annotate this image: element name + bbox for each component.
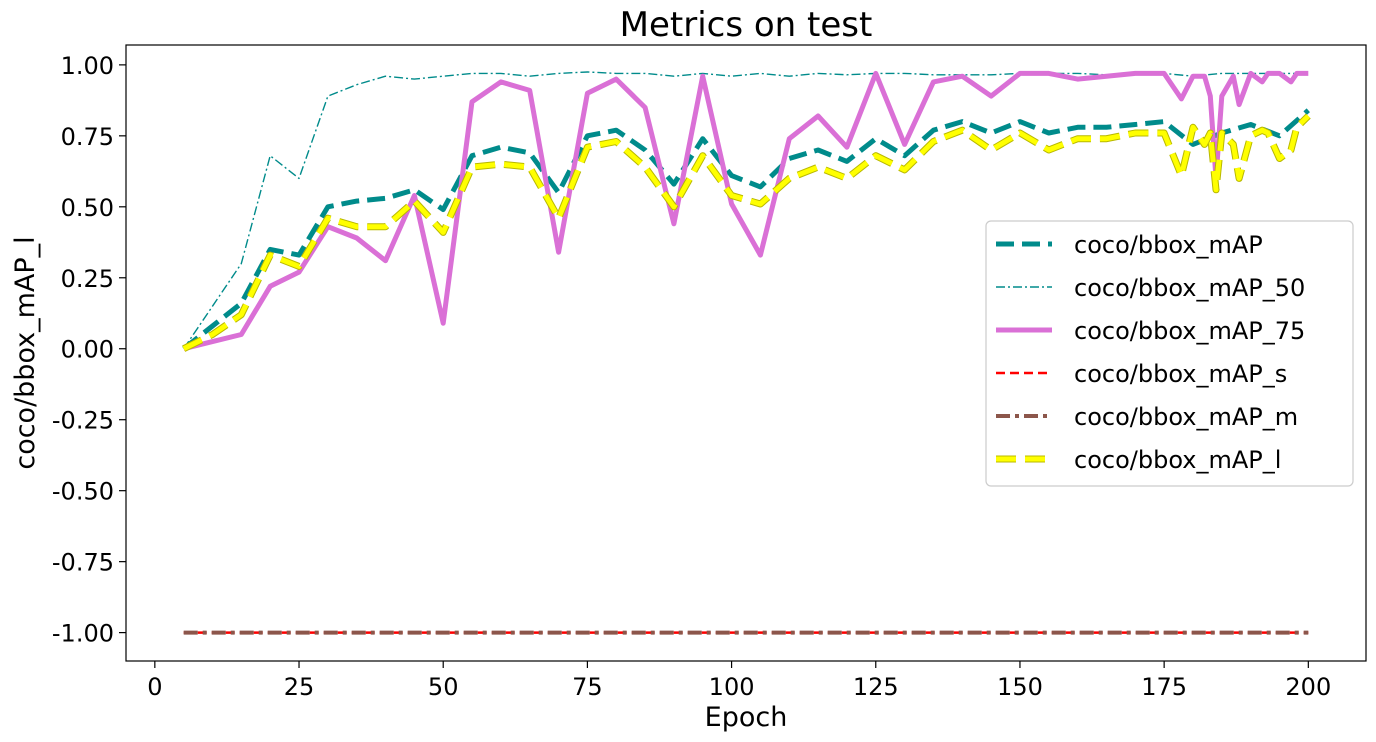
x-tick-label: 175 — [1141, 673, 1187, 701]
ticks: 0 25 50 75 100 125 150 175 200 1.00 0.75 0.50 0.25 0.… — [52, 52, 1331, 701]
x-axis-label: Epoch — [705, 702, 788, 733]
y-tick-label: -0.75 — [52, 549, 114, 577]
series-layer — [182, 70, 1311, 635]
y-tick-label: -0.25 — [52, 407, 114, 435]
x-tick-label: 150 — [997, 673, 1043, 701]
y-tick-label: -0.50 — [52, 478, 114, 506]
series-line-coco-bbox-map — [182, 108, 1310, 351]
x-tick-label: 25 — [284, 673, 315, 701]
legend-label: coco/bbox_mAP_l — [1074, 446, 1281, 474]
series-line-coco-bbox-map-75 — [183, 70, 1309, 352]
x-tick-label: 125 — [853, 673, 899, 701]
y-tick-label: 0.00 — [61, 336, 114, 364]
plot-frame — [125, 44, 1367, 662]
series-line-coco-bbox-map-50 — [183, 71, 1309, 350]
legend: coco/bbox_mAP coco/bbox_mAP_50 coco/bbox_m… — [985, 220, 1354, 487]
x-tick-label: 200 — [1285, 673, 1331, 701]
series-line-coco-bbox-map-l — [182, 114, 1311, 351]
x-tick-label: 50 — [428, 673, 459, 701]
legend-box — [985, 220, 1354, 487]
x-tick-label: 0 — [147, 673, 162, 701]
y-tick-label: -1.00 — [52, 620, 114, 648]
legend-label: coco/bbox_mAP_m — [1074, 403, 1298, 431]
y-tick-label: 0.75 — [61, 123, 114, 151]
legend-label: coco/bbox_mAP — [1074, 231, 1263, 259]
y-tick-label: 0.25 — [61, 265, 114, 293]
legend-label: coco/bbox_mAP_s — [1074, 360, 1287, 388]
y-tick-label: 0.50 — [61, 194, 114, 222]
y-tick-label: 1.00 — [61, 52, 114, 80]
legend-label: coco/bbox_mAP_75 — [1074, 317, 1305, 345]
legend-label: coco/bbox_mAP_50 — [1074, 274, 1305, 302]
y-axis-label: coco/bbox_mAP_l — [10, 236, 41, 469]
chart-title: Metrics on test — [620, 5, 873, 45]
x-tick-label: 100 — [709, 673, 755, 701]
x-tick-label: 75 — [572, 673, 603, 701]
